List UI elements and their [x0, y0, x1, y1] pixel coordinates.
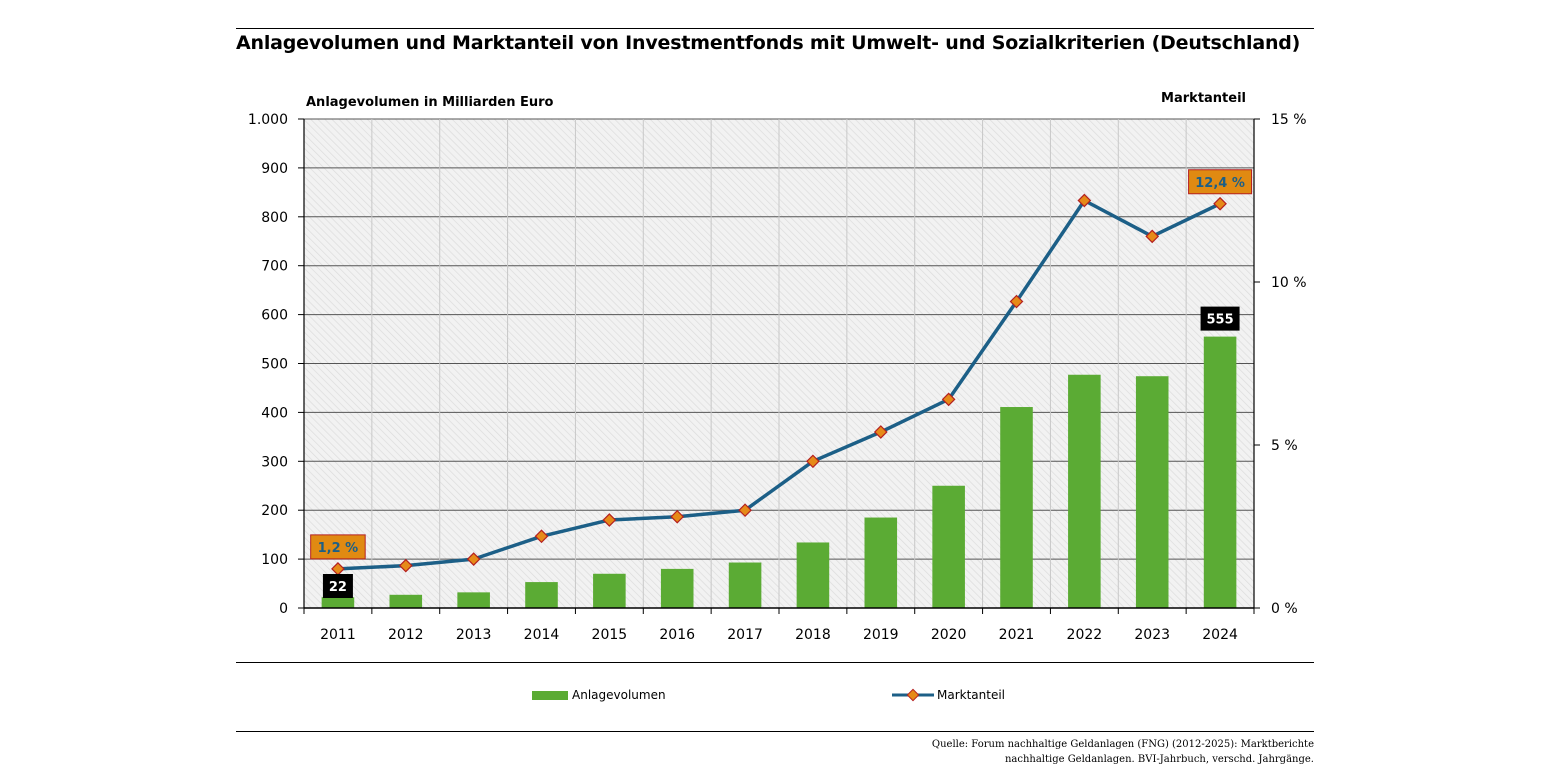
bar	[389, 594, 423, 608]
y2-tick-label: 10 %	[1271, 275, 1307, 291]
legend-item-anlagevolumen: Anlagevolumen	[532, 688, 666, 702]
line-point	[670, 509, 685, 524]
chart-title: Anlagevolumen und Marktanteil von Invest…	[236, 32, 1301, 54]
bar	[660, 568, 694, 608]
x-tick-label: 2014	[524, 627, 560, 643]
y-axis-title: Anlagevolumen in Milliarden Euro	[306, 95, 554, 110]
percent-box	[1188, 169, 1253, 195]
bar	[796, 542, 830, 608]
line-point	[1213, 196, 1227, 211]
source-note: Quelle: Forum nachhaltige Geldanlagen (F…	[932, 737, 1314, 767]
x-tick-label: 2023	[1134, 627, 1170, 643]
line-point	[738, 503, 752, 518]
percent-label: 1,2 %	[318, 541, 359, 556]
legend-bar-swatch	[532, 690, 568, 700]
legend: Anlagevolumen Marktanteil	[0, 688, 1545, 708]
legend-item-marktanteil: Marktanteil	[892, 688, 1005, 702]
x-tick-label: 2021	[999, 627, 1035, 643]
source-rule	[236, 731, 1314, 732]
x-tick-label: 2024	[1202, 627, 1238, 643]
legend-label-marktanteil: Marktanteil	[937, 688, 1006, 702]
line-point	[602, 513, 617, 527]
y2-tick-label: 5 %	[1271, 438, 1298, 454]
bar-series	[321, 336, 1237, 608]
y-tick-label: 0	[279, 601, 288, 617]
y-tick-label: 700	[261, 259, 288, 275]
annotation-label: 12,4 %	[1188, 169, 1253, 195]
y2-tick-label: 15 %	[1271, 112, 1307, 128]
bar	[1203, 336, 1237, 608]
y-tick-label: 1.000	[248, 112, 288, 128]
y-tick-label: 200	[261, 503, 288, 519]
bar	[457, 592, 490, 608]
x-tick-label: 2018	[795, 627, 831, 643]
y-tick-label: 100	[261, 552, 288, 568]
line-point	[1077, 193, 1092, 208]
source-line-1: Quelle: Forum nachhaltige Geldanlagen (F…	[931, 739, 1314, 750]
y-tick-label: 800	[261, 210, 288, 226]
bar	[1135, 376, 1169, 608]
y-tick-label: 600	[261, 308, 288, 324]
value-label: 22	[329, 580, 347, 595]
line-point	[398, 558, 413, 573]
marktanteil-line	[337, 198, 1221, 571]
x-tick-label: 2022	[1067, 627, 1103, 643]
bar	[593, 573, 626, 608]
bar	[932, 485, 965, 608]
x-tick-label: 2012	[388, 627, 424, 643]
percent-label: 12,4 %	[1195, 176, 1245, 191]
bar	[864, 517, 898, 608]
line-series	[331, 193, 1227, 576]
line-point	[534, 529, 549, 544]
x-tick-label: 2011	[320, 627, 356, 643]
annotation-label: 22	[322, 574, 353, 598]
line-point	[941, 392, 956, 407]
top-rule	[236, 28, 1314, 29]
y-tick-label: 900	[261, 161, 288, 177]
annotation-label: 555	[1200, 306, 1240, 331]
source-line-2: nachhaltige Geldanlagen. BVI-Jahrbuch, v…	[1004, 754, 1314, 765]
x-tick-label: 2015	[592, 627, 628, 643]
x-tick-label: 2019	[863, 627, 899, 643]
legend-top-rule	[236, 662, 1314, 663]
line-point	[806, 454, 820, 469]
percent-box	[310, 534, 366, 560]
axes: 0 100 200 300 400 500 600 700 800 900 1.000 0 % 5 % 1…	[248, 112, 1307, 643]
y-tick-label: 500	[261, 357, 288, 373]
y2-tick-label: 0 %	[1271, 601, 1298, 617]
value-box	[1200, 306, 1240, 331]
line-point	[466, 552, 481, 566]
line-point	[1009, 294, 1024, 309]
value-box	[322, 574, 353, 598]
legend-line-swatch	[892, 688, 934, 702]
x-tick-label: 2020	[931, 627, 967, 643]
chart-svg: 0 100 200 300 400 500 600 700 800 900 1.000 0 % 5 % 1…	[248, 91, 1307, 643]
x-tick-label: 2013	[456, 627, 492, 643]
x-tick-label: 2016	[659, 627, 695, 643]
line-point	[1145, 229, 1160, 244]
bar	[1068, 374, 1101, 608]
line-point	[873, 425, 888, 439]
value-label: 555	[1207, 313, 1234, 328]
bar	[525, 582, 558, 608]
legend-label-anlagevolumen: Anlagevolumen	[572, 688, 666, 702]
bar	[321, 597, 355, 608]
bar	[728, 562, 762, 608]
y2-axis-title: Marktanteil	[1161, 91, 1246, 106]
bar	[1000, 407, 1033, 608]
y-tick-label: 400	[261, 405, 288, 421]
annotation-label: 1,2 %	[310, 534, 366, 560]
y-tick-label: 300	[261, 454, 288, 470]
x-tick-label: 2017	[727, 627, 763, 643]
data-labels: 22 555 1,2 % 12,4 %	[310, 169, 1253, 598]
line-point	[331, 562, 345, 576]
